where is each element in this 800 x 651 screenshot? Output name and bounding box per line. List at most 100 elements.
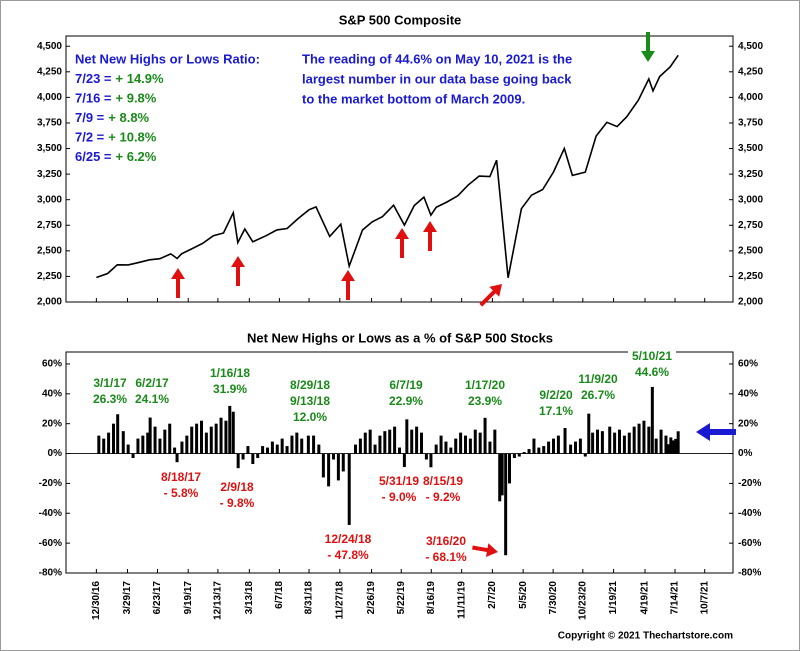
ratio-value: + 14.9%: [116, 71, 165, 86]
bar: [131, 453, 135, 459]
label-bg: [461, 395, 509, 409]
y2-tick-label: -80%: [738, 568, 761, 579]
bar: [637, 423, 641, 454]
bar: [473, 429, 477, 454]
note: The reading of 44.6% on May 10, 2021 is …: [302, 51, 572, 66]
bar: [236, 453, 240, 469]
bar: [429, 453, 433, 468]
high-label: 6/2/17: [135, 376, 169, 390]
bar: [591, 432, 595, 454]
bar: [532, 438, 536, 454]
bar: [600, 431, 604, 454]
bar: [224, 420, 228, 454]
bar: [300, 438, 304, 454]
ratio-line: 7/16 = + 9.8%: [75, 91, 157, 106]
note: largest number in our data base going ba…: [302, 71, 572, 86]
y-tick-label: 3,750: [37, 118, 62, 129]
bottom-frame: [65, 351, 734, 574]
bar: [173, 447, 177, 454]
bar: [388, 429, 392, 454]
bar: [97, 435, 101, 454]
low-label: 8/18/17: [161, 470, 201, 484]
bar: [241, 453, 245, 460]
high-label: 1/17/20: [465, 378, 505, 392]
bar: [228, 405, 232, 454]
label-bg: [286, 395, 334, 409]
bar: [449, 447, 453, 454]
bar: [141, 435, 145, 454]
bar: [434, 444, 438, 454]
bar: [265, 447, 269, 454]
ratio-line: 6/25 = + 6.2%: [75, 149, 157, 164]
label-bg: [286, 411, 334, 425]
label-bg: [422, 535, 470, 549]
y2-tick-label: 2,250: [738, 271, 763, 282]
high-label: 17.1%: [539, 404, 573, 418]
low-label: 12/24/18: [325, 532, 372, 546]
bar: [102, 438, 106, 454]
low-label: 3/16/20: [426, 534, 466, 548]
bar: [398, 447, 401, 454]
bar: [500, 453, 504, 496]
chart-title: Net New Highs or Lows as a % of S&P 500 …: [247, 330, 553, 345]
bar: [190, 426, 194, 454]
ratio-value: + 8.8%: [108, 110, 149, 125]
bar: [331, 453, 335, 460]
bar: [547, 441, 551, 454]
y2-tick-label: 4,250: [738, 66, 763, 77]
bar: [126, 444, 130, 454]
ratio-date: 7/9 =: [75, 110, 105, 125]
high-label: 12.0%: [293, 410, 327, 424]
y-tick-label: 4,500: [37, 41, 62, 52]
y2-tick-label: -40%: [738, 508, 761, 519]
bar: [583, 453, 587, 457]
bar: [121, 431, 125, 454]
bar: [522, 452, 526, 454]
label-bg: [532, 389, 580, 403]
bar: [270, 441, 274, 454]
high-label: 23.9%: [468, 394, 502, 408]
bar: [219, 417, 223, 454]
bar: [493, 429, 497, 454]
bar: [596, 429, 600, 454]
arrow: [341, 270, 355, 300]
x-tick-label: 5/5/20: [518, 581, 529, 609]
y2-tick-label: 3,000: [738, 194, 763, 205]
bar: [578, 438, 582, 454]
bar: [508, 453, 512, 484]
bar: [556, 435, 560, 454]
label-bg: [86, 393, 134, 407]
bar: [393, 426, 397, 454]
label-bg: [375, 491, 423, 505]
bar: [650, 386, 654, 454]
low-label: - 9.8%: [220, 496, 255, 510]
bar: [647, 426, 651, 454]
bar: [642, 420, 646, 454]
y-tick-label: -20%: [39, 478, 62, 489]
x-tick-label: 8/31/18: [304, 581, 315, 615]
y-tick-label: 3,000: [37, 194, 62, 205]
label-bg: [213, 497, 261, 511]
price-line: [96, 54, 679, 279]
label-bg: [574, 373, 622, 387]
bar: [280, 438, 284, 454]
bar: [569, 444, 573, 454]
bar: [290, 435, 294, 454]
bar: [321, 453, 325, 478]
ratio-line: 7/2 = + 10.8%: [75, 130, 157, 145]
bar: [608, 426, 612, 454]
low-label: 5/31/19: [379, 474, 419, 488]
bar: [468, 438, 472, 454]
y2-tick-label: 2,500: [738, 245, 763, 256]
bar: [488, 441, 492, 454]
bar: [153, 426, 157, 454]
y2-tick-label: 3,750: [738, 118, 763, 129]
ratio-value: + 6.2%: [116, 149, 157, 164]
bar: [420, 432, 424, 454]
x-tick-label: 11/11/19: [456, 581, 467, 619]
copyright: Copyright © 2021 Thechartstore.com: [558, 631, 733, 642]
y2-tick-label: -60%: [738, 538, 761, 549]
bar: [209, 426, 213, 454]
bar: [654, 438, 658, 454]
